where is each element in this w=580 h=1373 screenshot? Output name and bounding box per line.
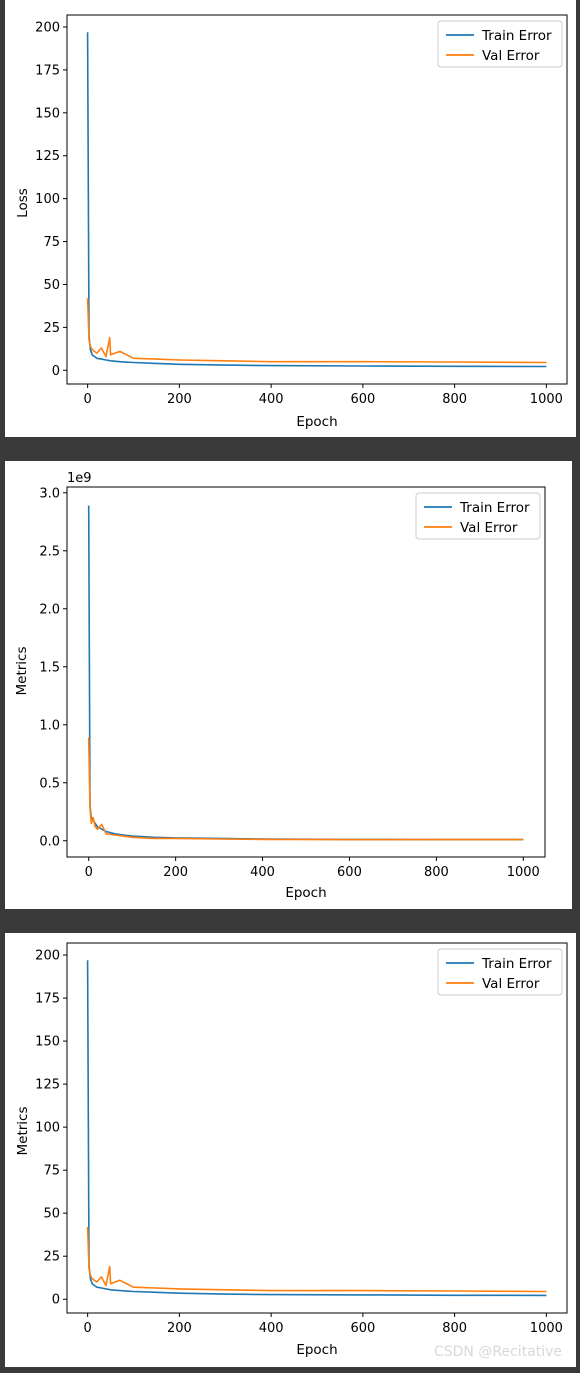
x-tick-label: 800 [442,1321,467,1336]
plot-frame [66,486,546,858]
y-tick-label: 2.5 [39,544,60,559]
train-error-line [86,960,547,1297]
legend-label: Train Error [481,28,552,44]
x-tick-label: 400 [259,392,284,407]
y-tick-label: 125 [35,1078,60,1093]
y-tick-label: 3.0 [39,486,60,501]
loss-chart: 0 200 400 600 800 1000 0 25 50 75 100 125 150 175 200 E… [15,14,568,430]
watermark-text: CSDN @Recitative [433,1344,562,1360]
y-tick-label: 175 [35,992,60,1007]
y-tick-label: 25 [43,321,60,336]
x-tick-label: 200 [167,1321,192,1336]
x-tick-label: 200 [163,865,188,880]
y-tick-label: 0.5 [39,776,60,791]
y-axis-label: Metrics [14,646,30,695]
x-tick-label: 0 [85,865,93,880]
metrics-chart-2: 0 200 400 600 800 1000 0 25 50 75 100 125 150 175 200 E… [15,942,568,1358]
x-tick-label: 0 [84,1321,92,1336]
train-error-line [87,505,524,841]
x-tick-label: 800 [424,865,449,880]
metrics-chart-panel-1: 0 200 400 600 800 1000 0.0 0.5 1.0 1.5 2.0 2.5 3.0 1e… [5,461,572,909]
legend-label: Train Error [481,956,552,972]
y-tick-label: 150 [35,106,60,121]
y-tick-label: 200 [35,21,60,36]
y-tick-label: 0 [52,364,60,379]
legend-label: Val Error [482,976,540,992]
x-tick-label: 1000 [530,392,563,407]
y-tick-label: 25 [43,1250,60,1265]
y-axis-label: Metrics [15,1106,31,1155]
y-tick-label: 1.0 [39,718,60,733]
x-tick-label: 1000 [507,865,540,880]
y-tick-label: 150 [35,1035,60,1050]
y-tick-label: 100 [35,1121,60,1136]
x-tick-label: 1000 [530,1321,563,1336]
y-axis-label: Loss [15,188,31,218]
val-error-line [86,298,547,364]
metrics-chart-1: 0 200 400 600 800 1000 0.0 0.5 1.0 1.5 2.0 2.5 3.0 1e… [14,471,546,901]
train-error-line [86,32,547,368]
plot-frame [66,14,568,385]
y-tick-label: 100 [35,192,60,207]
y-tick-label: 50 [43,278,60,293]
x-tick-label: 600 [350,1321,375,1336]
x-tick-label: 200 [167,392,192,407]
y-tick-label: 75 [43,235,60,250]
y-tick-label: 200 [35,949,60,964]
y-tick-label: 0.0 [39,834,60,849]
y-tick-label: 0 [52,1293,60,1308]
y-tick-label: 75 [43,1164,60,1179]
x-axis-label: Epoch [296,1342,337,1358]
x-axis-label: Epoch [285,885,326,901]
y-tick-label: 175 [35,63,60,78]
x-tick-label: 600 [350,392,375,407]
y-tick-label: 50 [43,1207,60,1222]
val-error-line [87,737,524,841]
loss-chart-panel: 0 200 400 600 800 1000 0 25 50 75 100 125 150 175 200 E… [5,0,576,437]
legend-label: Val Error [460,520,518,536]
y-offset-text: 1e9 [67,471,92,486]
val-error-line [86,1226,547,1293]
y-tick-label: 1.5 [39,660,60,675]
x-tick-label: 800 [442,392,467,407]
legend-label: Val Error [482,48,540,64]
x-tick-label: 400 [259,1321,284,1336]
x-axis-label: Epoch [296,414,337,430]
y-tick-label: 125 [35,149,60,164]
plot-frame [66,942,568,1314]
legend-label: Train Error [459,500,530,516]
x-tick-label: 0 [84,392,92,407]
x-tick-label: 600 [337,865,362,880]
metrics-chart-panel-2: 0 200 400 600 800 1000 0 25 50 75 100 125 150 175 200 E… [5,933,576,1367]
x-tick-label: 400 [250,865,275,880]
y-tick-label: 2.0 [39,602,60,617]
